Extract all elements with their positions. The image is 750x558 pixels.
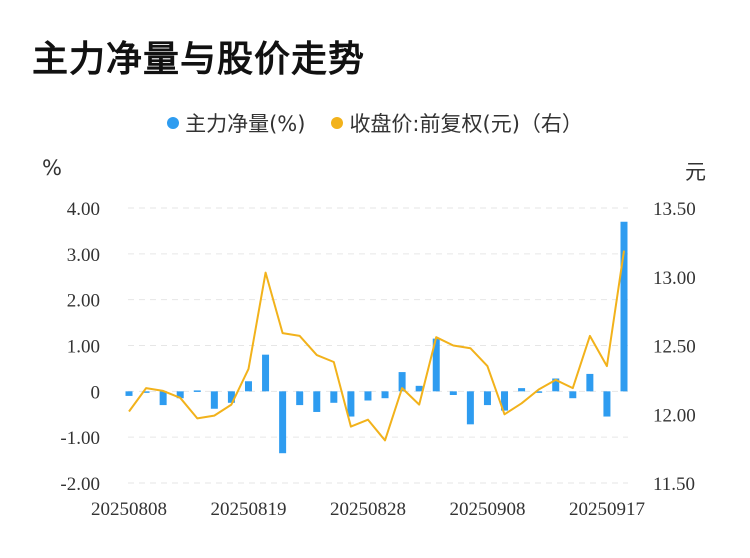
y-right-tick-label: 11.50 — [653, 474, 695, 495]
net-flow-bar — [262, 354, 270, 392]
legend: 主力净量(%) 收盘价:前复权(元)（右） — [0, 108, 750, 138]
net-flow-bar — [415, 385, 423, 392]
x-tick-label: 20250808 — [91, 499, 167, 520]
net-flow-bar — [176, 391, 184, 399]
x-tick-label: 20250819 — [210, 499, 286, 520]
legend-item-net-flow[interactable]: 主力净量(%) — [167, 108, 305, 138]
legend-item-close-price[interactable]: 收盘价:前复权(元)（右） — [331, 108, 583, 138]
right-axis-unit: 元 — [685, 160, 706, 184]
y-right-tick-label: 13.00 — [653, 268, 696, 289]
net-flow-bar — [347, 391, 355, 417]
net-flow-bar — [142, 391, 150, 393]
legend-dot-close-price — [331, 117, 344, 129]
net-flow-bar — [432, 338, 440, 392]
net-flow-bar — [535, 391, 543, 393]
net-flow-bar — [227, 391, 235, 403]
net-flow-bar — [279, 391, 287, 454]
net-flow-bar — [501, 391, 509, 411]
net-flow-bar — [603, 391, 611, 417]
x-tick-label: 20250828 — [330, 499, 406, 520]
net-flow-bar — [586, 373, 594, 392]
y-left-tick-label: 0 — [91, 382, 101, 403]
net-flow-bar — [552, 378, 560, 392]
y-right-tick-label: 12.50 — [653, 337, 696, 358]
x-tick-label: 20250908 — [449, 499, 525, 520]
y-left-tick-label: -2.00 — [60, 474, 100, 495]
y-left-tick-label: 4.00 — [67, 199, 100, 220]
net-flow-bar — [449, 391, 457, 395]
net-flow-bar — [330, 391, 338, 403]
net-flow-bar — [381, 391, 389, 399]
net-flow-bar — [125, 391, 133, 396]
net-flow-bar — [193, 390, 201, 392]
net-flow-bar — [569, 391, 577, 399]
net-flow-bar — [210, 391, 218, 409]
legend-label-net-flow: 主力净量(%) — [185, 112, 306, 136]
net-flow-bar — [518, 388, 526, 392]
close-price-line — [128, 250, 625, 442]
y-left-tick-label: 2.00 — [67, 291, 100, 312]
net-flow-bar — [398, 372, 406, 392]
y-right-tick-label: 12.00 — [653, 405, 696, 426]
net-flow-bar — [466, 391, 474, 425]
x-tick-label: 20250917 — [569, 499, 645, 520]
net-flow-bar — [244, 381, 252, 392]
net-flow-bar — [620, 221, 628, 392]
net-flow-bar — [364, 391, 372, 401]
net-flow-bar — [159, 391, 167, 406]
chart-title: 主力净量与股价走势 — [32, 39, 366, 80]
y-right-tick-label: 13.50 — [653, 199, 696, 220]
y-left-tick-label: 1.00 — [67, 337, 100, 358]
y-left-tick-label: -1.00 — [60, 428, 100, 449]
net-flow-bar — [296, 391, 304, 406]
net-flow-bar — [483, 391, 491, 406]
net-flow-bar — [313, 391, 321, 412]
legend-label-close-price: 收盘价:前复权(元)（右） — [349, 112, 583, 136]
left-axis-unit: % — [42, 156, 62, 180]
y-left-tick-label: 3.00 — [67, 245, 100, 266]
legend-dot-net-flow — [167, 117, 180, 129]
